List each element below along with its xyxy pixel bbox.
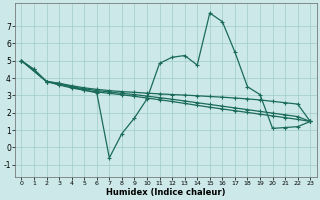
X-axis label: Humidex (Indice chaleur): Humidex (Indice chaleur) — [106, 188, 226, 197]
